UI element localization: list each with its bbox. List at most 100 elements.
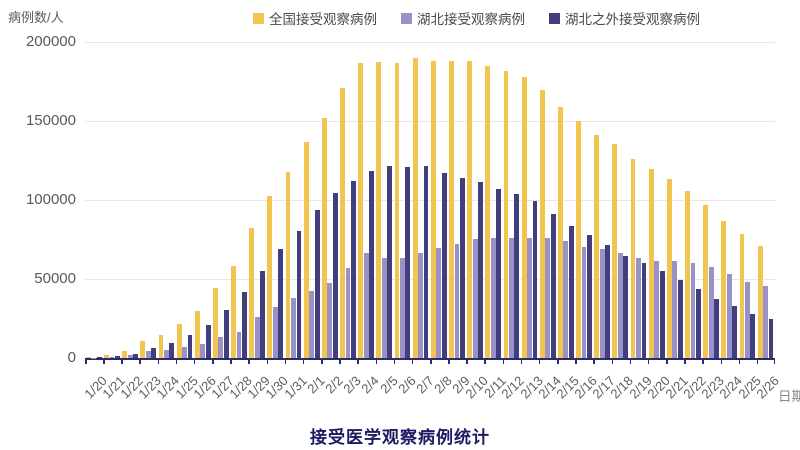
bar-hubei-2/22 bbox=[690, 262, 696, 358]
y-tick-label-50000: 50000 bbox=[34, 270, 76, 287]
x-tick-mark bbox=[448, 358, 450, 364]
bar-hubei-2/6 bbox=[400, 258, 405, 358]
y-tick-label-150000: 150000 bbox=[25, 112, 76, 129]
x-tick-mark bbox=[284, 358, 287, 364]
bar-outside-hubei-1/31 bbox=[296, 230, 302, 358]
bar-national-2/13 bbox=[521, 77, 527, 358]
bar-outside-hubei-2/2 bbox=[332, 192, 338, 358]
bar-national-2/20 bbox=[648, 169, 654, 358]
bar-hubei-1/25 bbox=[182, 347, 187, 358]
bar-outside-hubei-1/30 bbox=[278, 248, 284, 358]
bar-national-2/2 bbox=[321, 117, 327, 358]
x-tick-mark bbox=[575, 358, 577, 364]
bar-hubei-1/24 bbox=[163, 350, 169, 358]
bar-outside-hubei-2/12 bbox=[514, 194, 520, 358]
x-tick-mark bbox=[773, 358, 775, 364]
x-tick-mark bbox=[520, 358, 523, 364]
y-tick-label-100000: 100000 bbox=[25, 191, 76, 208]
bar-national-2/19 bbox=[630, 158, 636, 358]
bar-national-2/21 bbox=[666, 179, 672, 358]
x-tick-mark bbox=[557, 358, 559, 364]
bar-outside-hubei-2/11 bbox=[496, 188, 502, 358]
bar-hubei-2/20 bbox=[654, 260, 660, 358]
x-tick-mark bbox=[103, 358, 105, 364]
bar-outside-hubei-2/22 bbox=[696, 289, 701, 358]
x-tick-mark bbox=[538, 358, 541, 364]
bar-national-1/20 bbox=[85, 356, 91, 358]
bar-hubei-2/23 bbox=[708, 266, 714, 358]
bar-hubei-1/28 bbox=[236, 331, 242, 358]
bar-hubei-2/25 bbox=[745, 281, 750, 358]
bar-hubei-2/9 bbox=[454, 244, 460, 358]
bar-outside-hubei-2/16 bbox=[587, 234, 592, 358]
bar-hubei-1/21 bbox=[109, 356, 115, 358]
bar-outside-hubei-1/22 bbox=[133, 353, 138, 358]
bar-national-2/14 bbox=[539, 90, 545, 358]
bar-outside-hubei-2/1 bbox=[314, 210, 320, 358]
x-tick-mark bbox=[593, 358, 595, 364]
bar-outside-hubei-1/20 bbox=[96, 357, 102, 358]
bar-national-2/25 bbox=[739, 233, 745, 358]
bar-hubei-1/30 bbox=[272, 306, 278, 358]
x-tick-mark bbox=[629, 358, 632, 364]
bar-outside-hubei-2/3 bbox=[351, 181, 356, 358]
x-tick-mark bbox=[175, 358, 178, 364]
bar-national-2/23 bbox=[703, 204, 709, 358]
x-tick-mark bbox=[611, 358, 614, 364]
x-tick-mark bbox=[339, 358, 341, 364]
bar-national-1/31 bbox=[285, 172, 291, 358]
y-axis-unit-label: 病例数/人 bbox=[8, 10, 64, 25]
bar-outside-hubei-2/23 bbox=[714, 299, 719, 358]
bar-outside-hubei-2/25 bbox=[750, 313, 756, 358]
x-tick-mark bbox=[684, 358, 686, 364]
bar-outside-hubei-2/13 bbox=[532, 200, 538, 358]
x-tick-mark bbox=[647, 358, 650, 364]
gridline-100000 bbox=[85, 200, 775, 201]
bar-hubei-2/8 bbox=[436, 248, 442, 358]
bar-national-2/26 bbox=[757, 245, 763, 358]
bar-national-2/6 bbox=[394, 62, 400, 358]
x-axis: 1/20 1/21 1/22 1/23 1/24 1/25 1/26 1/27 1/28 1/29… bbox=[81, 368, 781, 418]
bar-national-2/17 bbox=[594, 135, 600, 358]
x-tick-mark bbox=[411, 358, 414, 364]
bar-outside-hubei-1/27 bbox=[223, 309, 229, 358]
bar-hubei-2/15 bbox=[563, 241, 569, 358]
bar-outside-hubei-2/7 bbox=[423, 166, 429, 358]
bar-outside-hubei-1/29 bbox=[260, 271, 266, 358]
chart-title: 接受医学观察病例统计 bbox=[310, 428, 490, 447]
bar-national-2/16 bbox=[576, 121, 581, 358]
bar-outside-hubei-2/8 bbox=[441, 172, 447, 358]
x-tick-mark bbox=[666, 358, 668, 364]
bar-hubei-1/29 bbox=[254, 316, 260, 358]
y-tick-label-200000: 200000 bbox=[25, 33, 76, 50]
x-tick-mark bbox=[85, 358, 87, 364]
gridline-150000 bbox=[85, 121, 775, 122]
x-tick-mark bbox=[212, 358, 214, 364]
x-tick-mark bbox=[502, 358, 505, 364]
bar-outside-hubei-2/9 bbox=[459, 178, 465, 358]
x-tick-mark bbox=[157, 358, 160, 364]
bar-hubei-2/14 bbox=[545, 238, 551, 358]
bar-hubei-2/19 bbox=[636, 257, 641, 358]
x-tick-mark bbox=[321, 358, 323, 364]
bar-national-2/24 bbox=[721, 220, 727, 358]
bar-hubei-2/3 bbox=[345, 267, 351, 358]
bar-outside-hubei-1/24 bbox=[169, 343, 175, 358]
bar-outside-hubei-2/17 bbox=[605, 245, 611, 358]
bar-national-1/23 bbox=[140, 341, 146, 358]
hubei-swatch-icon bbox=[401, 12, 412, 24]
bar-hubei-2/24 bbox=[726, 273, 732, 358]
x-tick-mark bbox=[393, 358, 396, 364]
bar-hubei-2/7 bbox=[418, 252, 424, 358]
bar-national-2/7 bbox=[412, 58, 418, 358]
bar-outside-hubei-2/5 bbox=[387, 165, 393, 358]
x-tick-mark bbox=[756, 358, 759, 364]
x-tick-mark bbox=[121, 358, 123, 364]
bar-outside-hubei-2/18 bbox=[623, 255, 629, 358]
legend: 全国接受观察病例 湖北接受观察病例 湖北之外接受观察病例 bbox=[253, 8, 700, 28]
legend-label-national: 全国接受观察病例 bbox=[269, 12, 377, 27]
x-tick-mark bbox=[738, 358, 741, 364]
x-tick-mark bbox=[357, 358, 359, 364]
bar-national-2/5 bbox=[376, 61, 382, 358]
bar-hubei-2/11 bbox=[490, 237, 496, 358]
